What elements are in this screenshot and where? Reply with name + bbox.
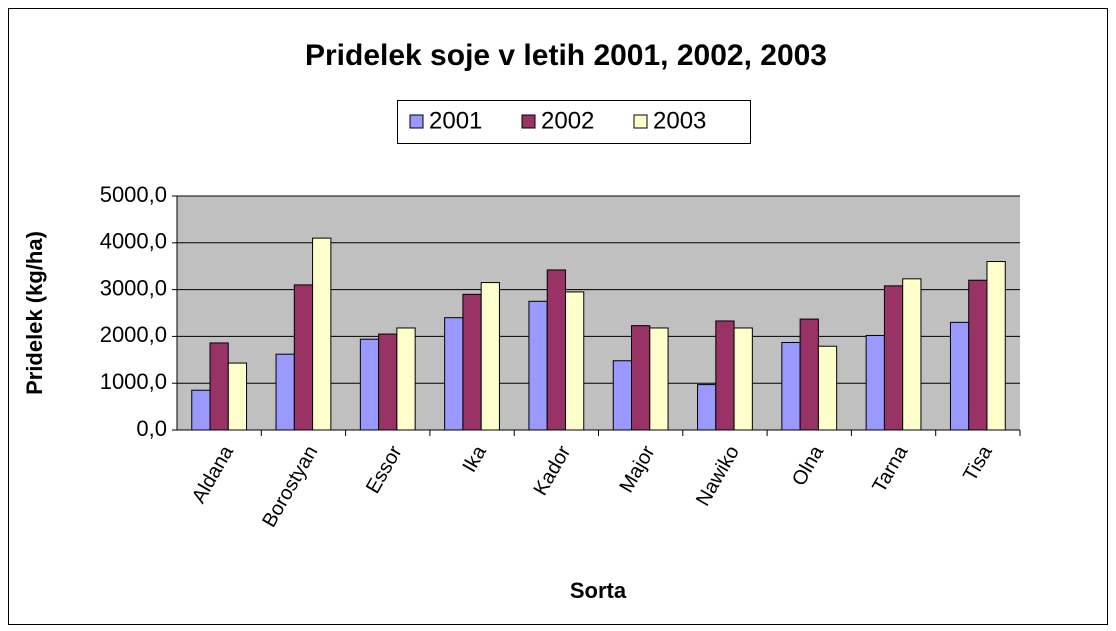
bar [312, 237, 332, 431]
bar [275, 353, 295, 431]
x-axis-label: Sorta [570, 578, 627, 603]
bar [968, 279, 988, 431]
bar [612, 360, 633, 431]
bar [480, 282, 500, 431]
bar [564, 291, 585, 431]
bar [649, 327, 669, 431]
bar [209, 342, 229, 431]
bar [462, 293, 482, 431]
bar [396, 327, 416, 431]
bar [817, 345, 838, 431]
bar [631, 325, 651, 431]
bar [949, 321, 970, 431]
bar [359, 338, 380, 431]
y-tick-label: 5000,0 [100, 182, 167, 207]
bar [781, 341, 801, 431]
y-axis-label: Pridelek (kg/ha) [22, 231, 47, 395]
bar [715, 320, 735, 431]
bar [227, 362, 248, 431]
bar [799, 318, 819, 431]
legend-swatch [409, 114, 424, 129]
legend-swatch [521, 114, 536, 129]
bar [697, 384, 717, 431]
bar [293, 284, 314, 431]
y-tick-label: 1000,0 [100, 369, 167, 394]
y-tick-label: 2000,0 [100, 322, 167, 347]
y-tick-label: 4000,0 [100, 229, 167, 254]
bar [444, 317, 464, 431]
bar [546, 269, 566, 431]
bar [865, 334, 885, 431]
bar [902, 278, 922, 431]
legend-swatch [633, 114, 648, 129]
legend-box [397, 100, 751, 144]
bar [733, 327, 753, 431]
y-tick-label: 3000,0 [100, 275, 167, 300]
bar [528, 300, 548, 431]
legend-label: 2003 [653, 107, 706, 134]
bar [378, 333, 398, 431]
legend-label: 2002 [541, 107, 594, 134]
bar [191, 389, 211, 431]
legend-label: 2001 [429, 107, 482, 134]
y-tick-label: 0,0 [136, 416, 167, 441]
chart-title: Pridelek soje v letih 2001, 2002, 2003 [305, 39, 827, 72]
bar [986, 261, 1006, 431]
bar [883, 285, 904, 431]
